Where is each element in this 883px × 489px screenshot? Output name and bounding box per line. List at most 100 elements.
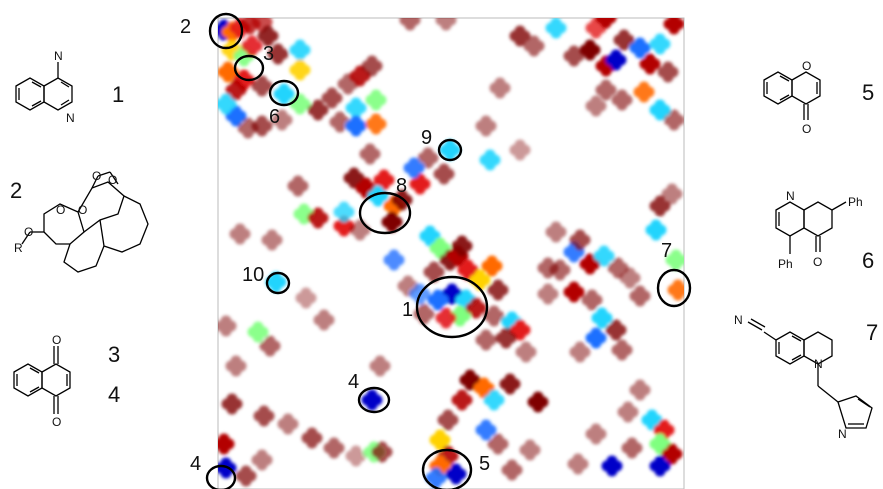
heat-blob (633, 81, 655, 103)
heat-blob (235, 465, 257, 487)
heat-blob (261, 229, 283, 251)
heat-blob (265, 271, 287, 293)
heat-blob (479, 149, 501, 171)
structure-number: 6 (862, 248, 874, 273)
heat-blob (619, 267, 641, 289)
heat-blob (629, 37, 651, 59)
heat-blob (361, 389, 383, 411)
heat-blob (501, 459, 523, 481)
structure-number: 7 (866, 320, 878, 345)
heat-blob (253, 405, 275, 427)
heat-blob (639, 53, 661, 75)
atom-label: Ph (778, 257, 793, 271)
heat-blob (569, 341, 591, 363)
marker-ring (205, 464, 237, 489)
heat-blob (429, 429, 451, 451)
marker-ring (233, 54, 265, 82)
marker-ring (415, 275, 489, 339)
heat-blob (649, 455, 671, 477)
heat-blob (629, 379, 651, 401)
heat-blob (307, 99, 329, 121)
heat-blob (321, 87, 343, 109)
atom-label: O (802, 122, 811, 136)
heat-blob (475, 419, 497, 441)
heat-blob (329, 111, 351, 133)
heat-blob (437, 409, 459, 431)
heat-blob (661, 443, 683, 465)
structure-5 (763, 71, 821, 120)
atom-label: O (24, 225, 33, 239)
marker-ring (268, 79, 300, 107)
heat-blob (645, 219, 667, 241)
heat-blob (451, 235, 473, 257)
heat-blob (439, 139, 461, 161)
structure-7 (747, 318, 873, 429)
heat-blob (361, 55, 383, 77)
heat-blob (287, 175, 309, 197)
heat-blob (649, 99, 671, 121)
heat-blob (649, 33, 671, 55)
heat-blob (295, 287, 317, 309)
heat-blob (621, 437, 643, 459)
heat-blob (267, 43, 289, 65)
structure-number: 3 (108, 342, 120, 367)
heat-blob (487, 279, 509, 301)
heat-blob (563, 281, 585, 303)
map-rings (205, 12, 692, 489)
marker-ring (208, 12, 244, 50)
heat-blob (445, 463, 467, 485)
heat-blob (459, 369, 481, 391)
heat-blob (218, 315, 237, 337)
marker-label: 9 (421, 127, 432, 149)
heat-blob (585, 95, 607, 117)
heat-blob (455, 289, 477, 311)
heat-blob (601, 455, 623, 477)
marker-label: 3 (263, 43, 274, 65)
heat-blob (323, 437, 345, 459)
heat-blob (369, 355, 391, 377)
heat-blob (423, 261, 445, 283)
heat-blob (475, 115, 497, 137)
marker-ring (656, 268, 692, 308)
heat-blob (595, 79, 617, 101)
atom-label: N (54, 49, 63, 63)
structure-1 (15, 62, 73, 111)
heat-blob (579, 39, 601, 61)
structure-3-4 (13, 346, 71, 414)
heat-blob (509, 25, 531, 47)
atom-label: O (52, 415, 61, 429)
heat-blob (345, 115, 367, 137)
heat-blob (241, 35, 263, 57)
heat-blob (277, 413, 299, 435)
heat-blob (475, 329, 497, 351)
marker-label: 10 (242, 264, 264, 286)
heat-blob (523, 35, 545, 57)
heat-blob (661, 183, 683, 205)
heat-blob (585, 423, 607, 445)
atom-label: N (814, 357, 823, 371)
marker-label: 5 (479, 453, 490, 475)
heat-blob (527, 391, 549, 413)
heat-blob (487, 433, 509, 455)
heat-blob (663, 18, 684, 35)
structure-number: 5 (862, 80, 874, 105)
heat-blob (495, 327, 517, 349)
heat-blob (481, 255, 503, 277)
heat-blob (229, 223, 251, 245)
heat-blob (218, 93, 237, 115)
heat-blob (403, 157, 425, 179)
atom-label: Ph (848, 195, 863, 209)
atom-label: O (52, 333, 61, 347)
heat-blob (345, 97, 367, 119)
heat-blob (545, 221, 567, 243)
heat-blob (417, 147, 439, 169)
marker-label: 6 (269, 106, 280, 128)
heat-blob (289, 59, 311, 81)
atom-label: O (108, 173, 117, 187)
map-marker-labels: 1 2 3 4 4 5 6 7 8 9 10 (180, 16, 672, 475)
heat-blob (221, 393, 243, 415)
heat-blob (293, 203, 315, 225)
heat-blob (218, 61, 239, 83)
marker-label: 1 (402, 299, 413, 321)
